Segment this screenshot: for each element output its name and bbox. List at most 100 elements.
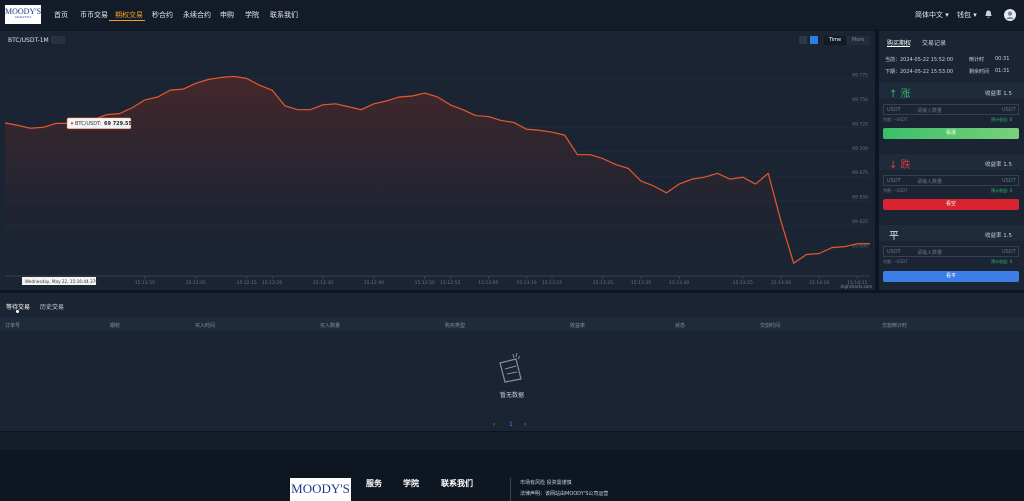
- empty-text: 暂无数据: [499, 392, 524, 399]
- rate: 收益率 1.5: [985, 162, 1012, 168]
- separator-band: [0, 432, 1024, 450]
- logo-text: MOODY'S: [5, 7, 42, 16]
- logo[interactable]: MOODY'S ANALYTICS: [5, 5, 41, 24]
- input-placeholder[interactable]: 请输入数量: [917, 108, 943, 114]
- input-suffix: USDT: [1002, 249, 1016, 255]
- wallet-menu[interactable]: 钱包 ▾: [957, 11, 977, 19]
- balance: 余额: --USDT: [883, 188, 908, 193]
- column-header: 买入数量: [320, 323, 341, 329]
- crosshair-label: Wednesday, May 22, 15:16:44.376: [25, 279, 98, 284]
- column-header: 购买类型: [445, 323, 466, 329]
- trade-button[interactable]: 看平: [883, 271, 1019, 282]
- language-select[interactable]: 简体中文 ▾: [915, 11, 949, 19]
- chart-type-button[interactable]: [799, 36, 807, 44]
- nav-item[interactable]: 秒合约: [152, 11, 173, 19]
- more-button[interactable]: More: [847, 36, 869, 45]
- y-tick-label: 69 650: [852, 195, 868, 201]
- footer-link[interactable]: 学院: [403, 479, 419, 488]
- wallet: 钱包: [957, 11, 971, 19]
- path: [985, 10, 992, 18]
- logo-sub: ANALYTICS: [14, 15, 32, 19]
- column-header: 订单号: [5, 323, 21, 329]
- x-tick-label: 15:13:40: [669, 280, 689, 286]
- unit-select[interactable]: USDT: [887, 249, 901, 255]
- tab-history[interactable]: 历史交易: [40, 304, 65, 311]
- footer-link[interactable]: 联系我们: [441, 479, 473, 488]
- expected-profit: 预计收益: 0: [991, 259, 1013, 264]
- tab-waiting[interactable]: 等待交易: [6, 304, 31, 311]
- x-tick-label: 15:12:55: [440, 280, 460, 286]
- section-title: 平: [889, 231, 899, 242]
- tab-dot: [16, 310, 19, 313]
- footer-divider: [510, 478, 511, 501]
- chart-type-button-active[interactable]: [810, 36, 818, 44]
- footer-link[interactable]: 服务: [366, 479, 382, 488]
- y-tick-label: 69 700: [852, 146, 868, 152]
- bell-icon[interactable]: [985, 10, 992, 18]
- column-header: 交割时间: [760, 323, 781, 329]
- prev-page[interactable]: ‹: [493, 421, 496, 428]
- tooltip-box: [66, 117, 132, 130]
- nav-item[interactable]: 首页: [54, 11, 68, 19]
- tab-records[interactable]: 交易记录: [922, 40, 947, 47]
- input-placeholder[interactable]: 请输入数量: [917, 250, 943, 256]
- x-tick-label: 15:12:05: [186, 280, 206, 286]
- nav-item[interactable]: 联系我们: [270, 11, 298, 19]
- x-tick-label: 15:12:30: [313, 280, 333, 286]
- trade-section: ↓ 跌 收益率 1.5 USDT 请输入数量 USDT 余额: --USDT 预计收益: 0…: [879, 154, 1024, 222]
- area: [5, 76, 870, 277]
- x-tick-label: 15:11:55: [135, 280, 155, 286]
- x-tick-label: 15:12:15: [237, 280, 257, 286]
- trade-button[interactable]: 看空: [883, 199, 1019, 210]
- next-page[interactable]: ›: [524, 421, 527, 428]
- footer-logo-text: MOODY'S: [291, 481, 350, 496]
- next-period: 下期：2024-05-22 15:53:00: [885, 69, 954, 75]
- top-nav: MOODY'S ANALYTICS 首页 币币交易 期权交易 秒合约 永续合约 申购 学院 联…: [0, 0, 1024, 30]
- tooltip-dot: [70, 122, 74, 125]
- page-number[interactable]: 1: [509, 421, 513, 428]
- section-header-bg: [879, 83, 1024, 99]
- y-tick-label: 69 725: [852, 121, 868, 127]
- nav-item[interactable]: 学院: [245, 11, 259, 19]
- trade-button[interactable]: 看涨: [883, 128, 1019, 139]
- time-button[interactable]: Time: [824, 36, 846, 45]
- interval-button[interactable]: [51, 36, 65, 44]
- unit-select[interactable]: USDT: [887, 178, 901, 184]
- amount-input[interactable]: USDT 请输入数量 USDT: [883, 246, 1019, 257]
- expected-profit: 预计收益: 0: [991, 117, 1013, 122]
- crosshair-box: [22, 277, 96, 285]
- tooltip-series: BTC/USDT:: [75, 121, 102, 127]
- y-tick-label: 69 675: [852, 170, 868, 176]
- risk-note: 市场有风险 投资需谨慎: [520, 480, 572, 486]
- nav-item[interactable]: 币币交易: [80, 11, 108, 19]
- x-tick-label: 15:14:15: [847, 280, 867, 286]
- path: [1006, 17, 1014, 19]
- x-tick-label: 15:13:10: [516, 280, 536, 286]
- nav-item[interactable]: 申购: [220, 11, 234, 19]
- footer-logo[interactable]: MOODY'S: [290, 478, 351, 501]
- y-tick-label: 69 750: [852, 97, 868, 103]
- nav-item[interactable]: 永续合约: [183, 11, 211, 19]
- amount-input[interactable]: USDT 请输入数量 USDT: [883, 104, 1019, 115]
- amount-input[interactable]: USDT 请输入数量 USDT: [883, 175, 1019, 186]
- nav-item[interactable]: 期权交易: [115, 11, 143, 19]
- input-placeholder[interactable]: 请输入数量: [917, 179, 943, 185]
- empty-icon: [499, 352, 522, 383]
- current-time: 00:31: [995, 56, 1010, 62]
- rate: 收益率 1.5: [985, 91, 1012, 97]
- circle: [1007, 11, 1013, 16]
- footer: MOODY'S 服务 学院 联系我们 市场有风险 投资需谨慎 法律声明：该网站由…: [0, 450, 1024, 501]
- avatar[interactable]: [1004, 9, 1016, 21]
- next-tag: 剩余时间: [969, 69, 990, 75]
- x-tick-label: 15:13:15: [542, 280, 562, 286]
- x-tick-label: 15:14:00: [771, 280, 791, 286]
- section-title: ↓ 跌: [889, 160, 911, 171]
- trade-section: 平 收益率 1.5 USDT 请输入数量 USDT 余额: --USDT 预计收益: 0 看平: [879, 225, 1024, 293]
- tab-buy[interactable]: 购买期权: [887, 40, 912, 47]
- x-tick-label: 15:13:25: [593, 280, 613, 286]
- unit-select[interactable]: USDT: [887, 107, 901, 113]
- balance: 余额: --USDT: [883, 259, 908, 264]
- path: [512, 352, 521, 360]
